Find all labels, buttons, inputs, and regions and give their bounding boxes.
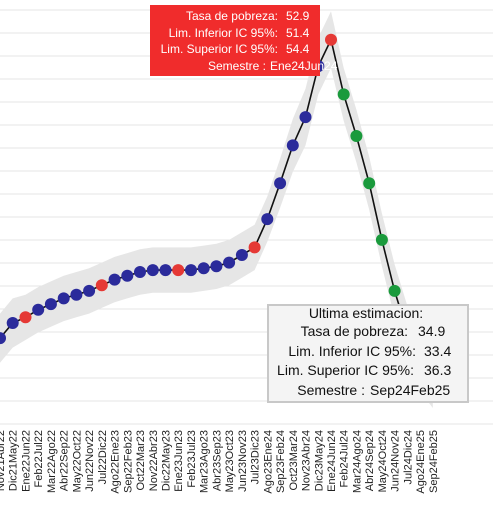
x-tick-label: Mar23Ago23 — [199, 430, 211, 493]
x-tick-label: Ago22Ene23 — [110, 430, 122, 494]
last-estimate-tooltip: Ultima estimacion: Tasa de pobreza: 34.9… — [267, 304, 469, 403]
x-tick-label: Feb22Jul22 — [33, 430, 45, 488]
x-tick-label: Jun22Nov22 — [84, 430, 96, 492]
data-point — [6, 317, 19, 329]
data-point — [337, 88, 350, 101]
x-tick-label: Feb23Jul23 — [186, 430, 198, 488]
data-point — [95, 279, 108, 292]
data-point — [350, 130, 363, 142]
x-tick-label: Abr24Sep24 — [364, 430, 376, 491]
x-tick-label: May24Oct24 — [377, 430, 389, 492]
x-tick-label: Ene22Jun22 — [21, 430, 33, 492]
data-point — [0, 332, 6, 345]
data-point — [32, 303, 45, 316]
tooltip-lower-value: 51.4 — [286, 26, 310, 40]
x-tick-label: Dic22May23 — [161, 430, 173, 491]
tooltip-upper-value: 54.4 — [286, 42, 310, 56]
data-point — [261, 213, 274, 226]
last-rate-value: 34.9 — [418, 323, 445, 339]
data-point — [146, 264, 159, 277]
data-point — [172, 264, 185, 277]
last-lower-value: 33.4 — [424, 343, 451, 359]
data-point — [299, 111, 312, 124]
x-tick-label: Sep22Feb23 — [122, 430, 134, 493]
data-point — [235, 249, 248, 261]
tooltip-semester-label: Semestre : — [208, 59, 266, 73]
last-semester-label: Semestre : — [297, 382, 365, 398]
x-tick-label: Ago23Ene24 — [262, 430, 274, 494]
data-point — [134, 266, 146, 278]
data-point — [83, 284, 96, 297]
data-point — [57, 292, 70, 305]
x-tick-label: Sep24Feb25 — [428, 430, 440, 493]
tooltip-semester-value: Ene24Jun24 — [270, 59, 338, 73]
x-tick-label: Mar24Ago24 — [351, 430, 363, 493]
last-estimate-title: Ultima estimacion: — [309, 305, 423, 321]
last-estimate-box — [267, 304, 469, 403]
x-tick-label: Sep23Feb24 — [275, 430, 287, 493]
x-tick-label: Ene24Jun24 — [326, 430, 338, 492]
x-tick-label: Oct22Mar23 — [135, 430, 147, 491]
data-point — [197, 262, 210, 275]
data-point — [388, 284, 401, 297]
last-upper-label: Lim. Superior IC 95%: — [277, 362, 414, 378]
x-tick-label: Nov23Abr24 — [301, 430, 313, 491]
tooltip-rate-label: Tasa de pobreza: — [186, 9, 278, 23]
last-rate-label: Tasa de pobreza: — [301, 323, 408, 339]
data-point — [70, 288, 83, 301]
x-tick-label: May22Oct22 — [71, 430, 83, 492]
data-point — [274, 177, 287, 190]
x-tick-label: Nov22Abr23 — [148, 430, 160, 491]
x-tick-label: May23Oct23 — [224, 430, 236, 492]
x-tick-label: Ago24Ene25 — [415, 430, 427, 494]
data-point — [44, 298, 57, 311]
x-tick-label: Jul23Dic23 — [250, 430, 262, 484]
highlight-tooltip: Tasa de pobreza: 52.9 Lim. Inferior IC 9… — [150, 5, 338, 76]
data-point — [248, 241, 261, 254]
last-lower-label: Lim. Inferior IC 95%: — [288, 343, 416, 359]
x-axis-ticks: Nov21Abr22 Dic21May22 Ene22Jun22 Feb22Jul22… — [0, 430, 440, 494]
data-point — [121, 269, 134, 282]
x-tick-label: Abr22Sep22 — [59, 430, 71, 491]
x-tick-label: Dic21May22 — [8, 430, 20, 491]
last-upper-value: 36.3 — [424, 362, 451, 378]
data-point — [223, 256, 236, 269]
data-point — [159, 264, 172, 277]
highlight-tooltip-box — [150, 5, 320, 76]
x-tick-label: Mar22Ago22 — [46, 430, 58, 493]
x-tick-label: Dic23May24 — [313, 430, 325, 491]
tooltip-lower-label: Lim. Inferior IC 95%: — [169, 26, 278, 40]
x-tick-label: Oct23Mar24 — [288, 430, 300, 491]
x-tick-label: Jun23Nov23 — [237, 430, 249, 492]
tooltip-rate-value: 52.9 — [286, 9, 310, 23]
data-point — [286, 139, 299, 152]
x-tick-label: Nov21Abr22 — [0, 430, 7, 491]
x-tick-label: Jun24Nov24 — [390, 430, 402, 492]
data-point — [375, 233, 388, 246]
data-point — [325, 33, 337, 46]
data-point — [210, 260, 223, 273]
x-tick-label: Jul22Dic22 — [97, 430, 109, 484]
x-tick-label: Abr23Sep23 — [211, 430, 223, 491]
x-tick-label: Jul24Dic24 — [402, 430, 414, 484]
data-point — [19, 311, 32, 324]
last-semester-value: Sep24Feb25 — [370, 382, 450, 398]
x-tick-label: Ene23Jun23 — [173, 430, 185, 492]
tooltip-upper-label: Lim. Superior IC 95%: — [161, 42, 278, 56]
data-point — [185, 264, 197, 277]
data-point — [108, 273, 121, 286]
x-tick-label: Feb24Jul24 — [339, 430, 351, 488]
data-point — [363, 177, 376, 190]
